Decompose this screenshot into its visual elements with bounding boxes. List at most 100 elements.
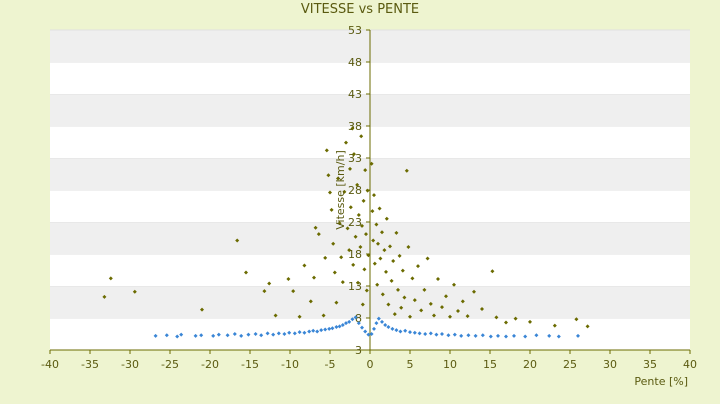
data-point (386, 324, 391, 329)
data-point (347, 248, 352, 253)
data-point (416, 264, 420, 269)
data-point (523, 334, 528, 339)
data-point (386, 302, 391, 307)
data-point (291, 289, 296, 294)
data-point (239, 333, 244, 338)
data-point (216, 332, 221, 337)
data-point (488, 334, 493, 339)
chart-title: VITESSE vs PENTE (300, 2, 420, 17)
data-point (225, 333, 230, 338)
x-tick-label: 20 (523, 358, 537, 371)
data-point (513, 316, 518, 321)
data-point (448, 314, 452, 319)
data-point (377, 206, 382, 211)
data-point (329, 207, 334, 212)
x-tick-label: 10 (443, 358, 457, 371)
data-point (372, 193, 376, 198)
data-point (360, 325, 364, 330)
data-point (404, 168, 409, 173)
x-tick-label: -10 (281, 358, 299, 371)
y-tick-label: 53 (348, 24, 362, 37)
x-tick-label: 30 (603, 358, 617, 371)
axes (49, 29, 691, 354)
data-point (376, 241, 380, 246)
data-point (375, 282, 380, 287)
data-point (408, 314, 412, 319)
data-point (383, 323, 388, 328)
data-point (330, 326, 335, 331)
data-point (434, 332, 439, 337)
data-point (332, 270, 337, 275)
data-point (402, 295, 407, 300)
data-point (466, 333, 471, 338)
data-point (391, 259, 396, 264)
y-tick-label: 33 (348, 152, 362, 165)
data-point (164, 333, 169, 338)
data-point (336, 176, 340, 181)
data-point (276, 331, 281, 336)
x-tick-label: 0 (367, 358, 374, 371)
data-point (496, 333, 500, 338)
data-point (342, 189, 347, 194)
data-point (267, 281, 272, 286)
data-point (473, 333, 478, 338)
x-tick-label: -20 (201, 358, 219, 371)
data-point (287, 330, 292, 335)
x-tick-label: 40 (683, 358, 697, 371)
data-point (235, 238, 240, 243)
data-point (340, 280, 345, 285)
data-point (432, 313, 436, 318)
data-point (504, 334, 508, 339)
data-point (363, 168, 368, 173)
data-point (417, 331, 422, 336)
data-point (382, 248, 387, 253)
data-point (361, 198, 366, 203)
data-point (312, 275, 316, 280)
data-point (504, 320, 508, 325)
x-tick-label: -25 (161, 358, 179, 371)
x-tick-label: -40 (41, 358, 59, 371)
y-tick-label: 48 (348, 56, 362, 69)
data-point (399, 305, 404, 310)
data-point (378, 256, 383, 261)
data-point (374, 321, 379, 326)
data-point (412, 330, 417, 335)
data-point (339, 255, 344, 260)
data-point (372, 326, 376, 331)
data-point (246, 332, 251, 337)
data-point (490, 269, 495, 274)
data-point (412, 298, 417, 303)
data-point (364, 232, 368, 237)
y-axis-label: Vitesse [km/h] (334, 150, 347, 230)
x-tick-label: 5 (407, 358, 414, 371)
data-point (372, 261, 377, 266)
data-point (398, 329, 403, 334)
data-point (574, 317, 579, 322)
data-point (356, 280, 360, 285)
data-point (319, 328, 324, 333)
data-point (494, 315, 499, 320)
data-point (512, 333, 516, 338)
data-point (423, 332, 428, 336)
data-point (259, 333, 264, 338)
data-point (337, 324, 342, 329)
data-point (313, 225, 318, 230)
data-point (389, 278, 394, 283)
x-tick-label: 35 (643, 358, 657, 371)
data-point (340, 323, 345, 328)
data-point (425, 256, 430, 261)
data-point (360, 302, 365, 307)
data-point (419, 308, 424, 313)
data-point (253, 332, 258, 336)
data-point (265, 331, 270, 336)
data-point (528, 319, 532, 324)
data-point (362, 267, 367, 272)
data-point (394, 328, 399, 333)
data-point (200, 307, 204, 312)
data-point (356, 321, 361, 326)
data-point (286, 276, 291, 281)
x-tick-label: -15 (241, 358, 259, 371)
data-point (363, 329, 368, 334)
y-tick-label: 38 (348, 120, 362, 133)
